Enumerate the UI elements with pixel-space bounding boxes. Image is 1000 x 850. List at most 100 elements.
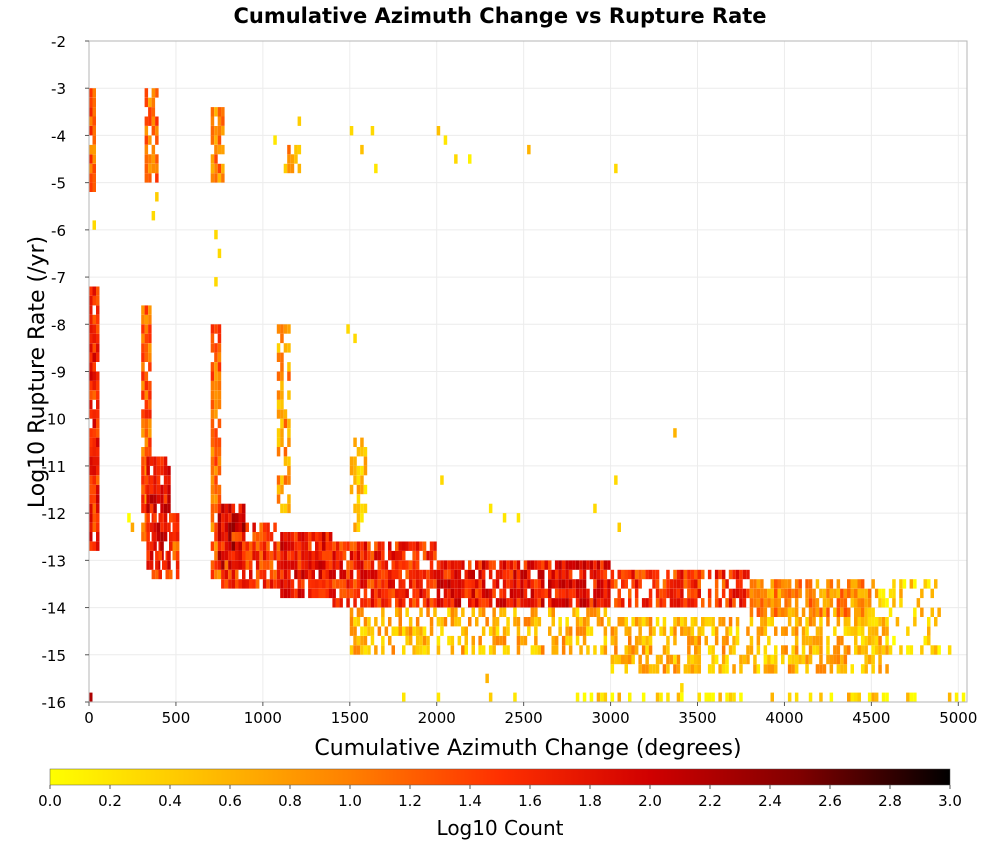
heatmap-cell — [412, 598, 416, 608]
heatmap-cell — [554, 560, 559, 570]
heatmap-cell — [228, 541, 232, 551]
heatmap-cell — [398, 569, 402, 580]
heatmap-cell — [308, 560, 312, 570]
heatmap-cell — [356, 588, 361, 599]
heatmap-cell — [370, 635, 375, 646]
heatmap-cell — [551, 607, 555, 617]
heatmap-cell — [210, 135, 215, 145]
x-tick-label: 3500 — [678, 709, 716, 727]
heatmap-cell — [551, 645, 555, 655]
heatmap-cell — [850, 598, 854, 608]
heatmap-cell — [874, 617, 879, 627]
heatmap-cell — [297, 588, 302, 599]
heatmap-cell — [906, 692, 910, 702]
heatmap-cell — [360, 465, 364, 476]
heatmap-cell — [669, 654, 674, 665]
heatmap-cell — [96, 437, 100, 447]
heatmap-cell — [349, 579, 354, 589]
heatmap-cell — [149, 503, 154, 514]
heatmap-cell — [854, 607, 858, 617]
heatmap-cell — [454, 617, 458, 627]
heatmap-cell — [92, 296, 96, 306]
heatmap-cell — [864, 617, 868, 627]
heatmap-cell — [770, 664, 774, 674]
heatmap-cell — [808, 617, 813, 627]
heatmap-cell — [655, 692, 660, 702]
heatmap-cell — [481, 626, 486, 636]
heatmap-cell — [89, 475, 93, 485]
heatmap-cell — [384, 579, 389, 589]
heatmap-cell — [530, 607, 535, 617]
heatmap-cell — [160, 513, 164, 523]
heatmap-cell — [402, 626, 406, 636]
heatmap-cell — [947, 645, 952, 655]
heatmap-cell — [645, 645, 649, 655]
heatmap-cell — [269, 532, 274, 542]
heatmap-cell — [541, 588, 545, 599]
heatmap-cell — [641, 635, 646, 646]
heatmap-cell — [468, 598, 472, 608]
heatmap-cell — [297, 579, 302, 589]
heatmap-cell — [146, 484, 150, 495]
heatmap-cell — [214, 324, 218, 334]
heatmap-cell — [586, 645, 590, 655]
heatmap-cell — [294, 144, 298, 155]
heatmap-cell — [461, 560, 465, 570]
heatmap-cell — [217, 522, 222, 532]
heatmap-cell — [360, 503, 364, 514]
heatmap-cell — [217, 541, 222, 551]
heatmap-cell — [603, 560, 608, 570]
heatmap-cell — [527, 579, 531, 589]
heatmap-cell — [781, 626, 785, 636]
heatmap-cell — [328, 569, 333, 580]
heatmap-cell — [652, 569, 656, 580]
heatmap-cell — [89, 390, 93, 400]
heatmap-cell — [429, 617, 434, 627]
heatmap-cell — [92, 371, 96, 381]
heatmap-cell — [746, 569, 750, 580]
heatmap-cell — [457, 560, 462, 570]
heatmap-cell — [784, 579, 788, 589]
heatmap-cell — [840, 607, 844, 617]
heatmap-cell — [871, 645, 875, 655]
heatmap-cell — [530, 617, 535, 627]
heatmap-cell — [683, 569, 688, 580]
heatmap-cell — [283, 456, 288, 466]
heatmap-cell — [304, 541, 309, 551]
heatmap-cell — [146, 541, 150, 551]
heatmap-cell — [360, 144, 364, 155]
heatmap-cell — [214, 494, 218, 504]
heatmap-cell — [374, 569, 378, 580]
heatmap-cell — [280, 333, 284, 344]
heatmap-cell — [349, 626, 354, 636]
heatmap-cell — [398, 579, 402, 589]
heatmap-cell — [707, 664, 712, 674]
heatmap-cell — [89, 456, 93, 466]
heatmap-cell — [96, 324, 100, 334]
heatmap-cell — [255, 532, 260, 542]
heatmap-cell — [96, 409, 100, 419]
heatmap-cell — [461, 607, 465, 617]
heatmap-cell — [304, 560, 309, 570]
heatmap-cell — [153, 541, 157, 551]
heatmap-cell — [641, 598, 646, 608]
heatmap-cell — [443, 617, 448, 627]
heatmap-cell — [541, 598, 545, 608]
heatmap-cell — [676, 569, 681, 580]
heatmap-cell — [815, 579, 820, 589]
heatmap-cell — [558, 588, 562, 599]
heatmap-cell — [475, 588, 479, 599]
heatmap-cell — [763, 645, 768, 655]
heatmap-cell — [325, 588, 329, 599]
heatmap-cell — [746, 654, 750, 665]
heatmap-cell — [572, 579, 576, 589]
heatmap-cell — [763, 664, 768, 674]
heatmap-cell — [269, 579, 274, 589]
heatmap-cell — [276, 560, 281, 570]
heatmap-cell — [148, 475, 152, 485]
colorbar-tick-label: 1.2 — [398, 792, 422, 810]
heatmap-cell — [210, 324, 215, 334]
heatmap-cell — [92, 484, 96, 495]
heatmap-cell — [328, 532, 333, 542]
y-tick-label: -9 — [51, 364, 66, 382]
